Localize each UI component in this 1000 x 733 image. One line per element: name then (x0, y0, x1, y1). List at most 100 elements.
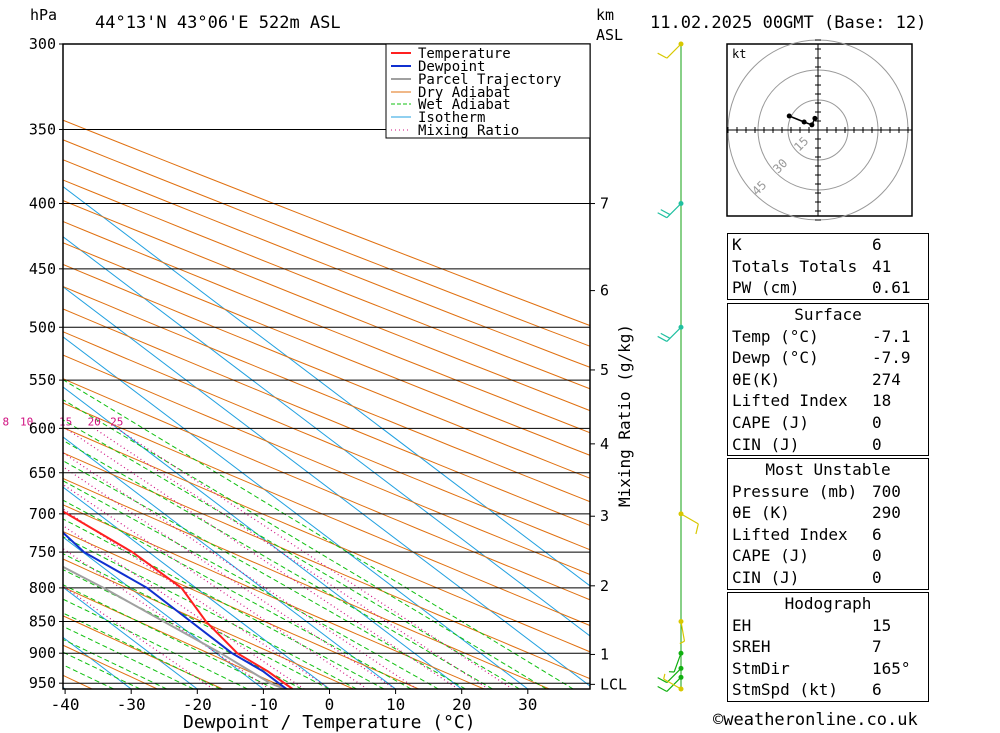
wind-barb-feather (660, 332, 671, 339)
hodograph-index-row: SREH 7 (728, 636, 928, 658)
wet-adiabat-lines (63, 379, 574, 689)
wet-adiabat-line (63, 379, 574, 689)
hodograph-index-value: 6 (872, 680, 882, 700)
isotherm-line (63, 486, 330, 689)
mixing-ratio-line (93, 427, 489, 689)
hodograph-unit: kt (732, 47, 746, 61)
hodograph-index-value: 15 (872, 615, 892, 635)
x-axis-title: Dewpoint / Temperature (°C) (183, 712, 476, 733)
hodograph-point (812, 115, 818, 121)
most-unstable-index-value: 700 (872, 481, 901, 501)
pressure-tick-label: 750 (29, 543, 56, 561)
isotherm-line (63, 336, 529, 689)
general-index-value: 0.61 (872, 278, 911, 298)
wind-barb-feather (657, 677, 668, 684)
general-index-value: 41 (872, 256, 892, 276)
wind-barb-half-feather (663, 673, 666, 680)
surface-index-row: CAPE (J) 0 (728, 412, 928, 434)
footer-credit[interactable]: ©weatheronline.co.uk (713, 710, 918, 730)
surface-index-value: 0 (872, 434, 882, 454)
wet-adiabat-line (63, 439, 493, 689)
dry-adiabat-line (0, 44, 27, 689)
most-unstable-index-label: CIN (J) (732, 567, 800, 587)
surface-index-value: 18 (872, 391, 892, 411)
dry-adiabat-line (63, 331, 590, 551)
temperature-tick-label: 0 (325, 695, 335, 714)
surface-index-label: CIN (J) (732, 434, 800, 454)
hodograph-index-value: 7 (872, 637, 882, 657)
mixing-ratio-line (116, 427, 513, 689)
most-unstable-index-row: θE (K) 290 (728, 502, 928, 524)
general-indices-table: K 6 Totals Totals 41 PW (cm) 0.61 (727, 233, 929, 300)
mixing-ratio-label: 10 (20, 415, 33, 428)
general-index-row: Totals Totals 41 (728, 256, 928, 278)
height-tick-label: 6 (600, 282, 609, 300)
surface-index-label: Temp (°C) (732, 326, 819, 346)
hodograph-index-row: EH 15 (728, 615, 928, 637)
dry-adiabat-line (63, 504, 485, 689)
dry-adiabat-line (63, 139, 590, 347)
most-unstable-index-label: CAPE (J) (732, 546, 810, 566)
temperature-tick-label: -40 (51, 695, 80, 714)
height-tick-label: LCL (600, 675, 627, 693)
wind-profile (657, 41, 699, 692)
pressure-axis: 300 350 400 450 500 550 600 650 700 750 800 850 900 9… (29, 35, 63, 692)
wet-adiabat-line (63, 499, 412, 689)
most-unstable-index-value: 290 (872, 503, 901, 523)
pressure-tick-label: 300 (29, 35, 56, 53)
pressure-tick-label: 350 (29, 120, 56, 138)
mixing-ratio-axis-title: Mixing Ratio (g/kg) (615, 324, 634, 507)
pressure-tick-label: 700 (29, 505, 56, 523)
surface-index-value: 0 (872, 412, 882, 432)
temperature-tick-label: -10 (249, 695, 278, 714)
mixing-ratio-lines (63, 427, 513, 689)
most-unstable-index-value: 6 (872, 524, 882, 544)
hodograph-index-value: 165° (872, 658, 911, 678)
dry-adiabat-line (63, 119, 590, 327)
wind-barb-feather (657, 52, 668, 59)
temperature-tick-label: 30 (518, 695, 537, 714)
general-index-label: PW (cm) (732, 278, 800, 298)
most-unstable-index-row: CAPE (J) 0 (728, 545, 928, 567)
mixing-ratio-label: 15 (59, 415, 72, 428)
pressure-tick-label: 950 (29, 674, 56, 692)
mixing-ratio-label: 20 (88, 415, 101, 428)
legend-dry-adiabat: Dry Adiabat (418, 85, 511, 101)
height-tick-label: 5 (600, 361, 609, 379)
wind-barb (657, 665, 684, 684)
surface-index-row: Temp (°C) -7.1 (728, 326, 928, 348)
hodograph-title: Hodograph (784, 594, 872, 613)
hodograph-index-label: EH (732, 615, 752, 635)
wind-barb-staff (663, 678, 682, 690)
wind-barb-half-feather (679, 640, 685, 645)
surface-index-value: -7.9 (872, 348, 911, 368)
legend: Temperature Dewpoint Parcel Trajectory D… (385, 43, 591, 139)
wind-barb-feather (657, 335, 668, 342)
dry-adiabat-line (63, 263, 590, 479)
parcel-trajectory-line (63, 565, 285, 689)
dewpoint-line (63, 531, 288, 689)
datetime-title: 11.02.2025 00GMT (Base: 12) (650, 13, 926, 33)
wet-adiabat-line (63, 399, 547, 689)
pressure-tick-label: 450 (29, 260, 56, 278)
wind-barb-staff (680, 621, 686, 642)
most-unstable-index-label: θE (K) (732, 503, 790, 523)
profile-series (63, 510, 294, 689)
isotherm-line (63, 386, 463, 689)
wind-barb (678, 511, 699, 535)
pressure-gridlines (63, 43, 590, 684)
isotherm-line (63, 286, 590, 687)
hodograph-point (809, 122, 815, 128)
height-tick-label: 4 (600, 435, 609, 453)
general-index-label: Totals Totals (732, 256, 858, 276)
wind-barb (663, 673, 684, 692)
dry-adiabat-line (63, 200, 590, 412)
legend-mixing-ratio: Mixing Ratio (418, 123, 519, 139)
hodograph-trace (788, 115, 816, 126)
hodograph-point (786, 113, 792, 119)
pressure-tick-label: 550 (29, 371, 56, 389)
legend-parcel: Parcel Trajectory (418, 72, 561, 88)
most-unstable-table: Most Unstable Pressure (mb) 700 θE (K) 290 L… (727, 458, 929, 590)
